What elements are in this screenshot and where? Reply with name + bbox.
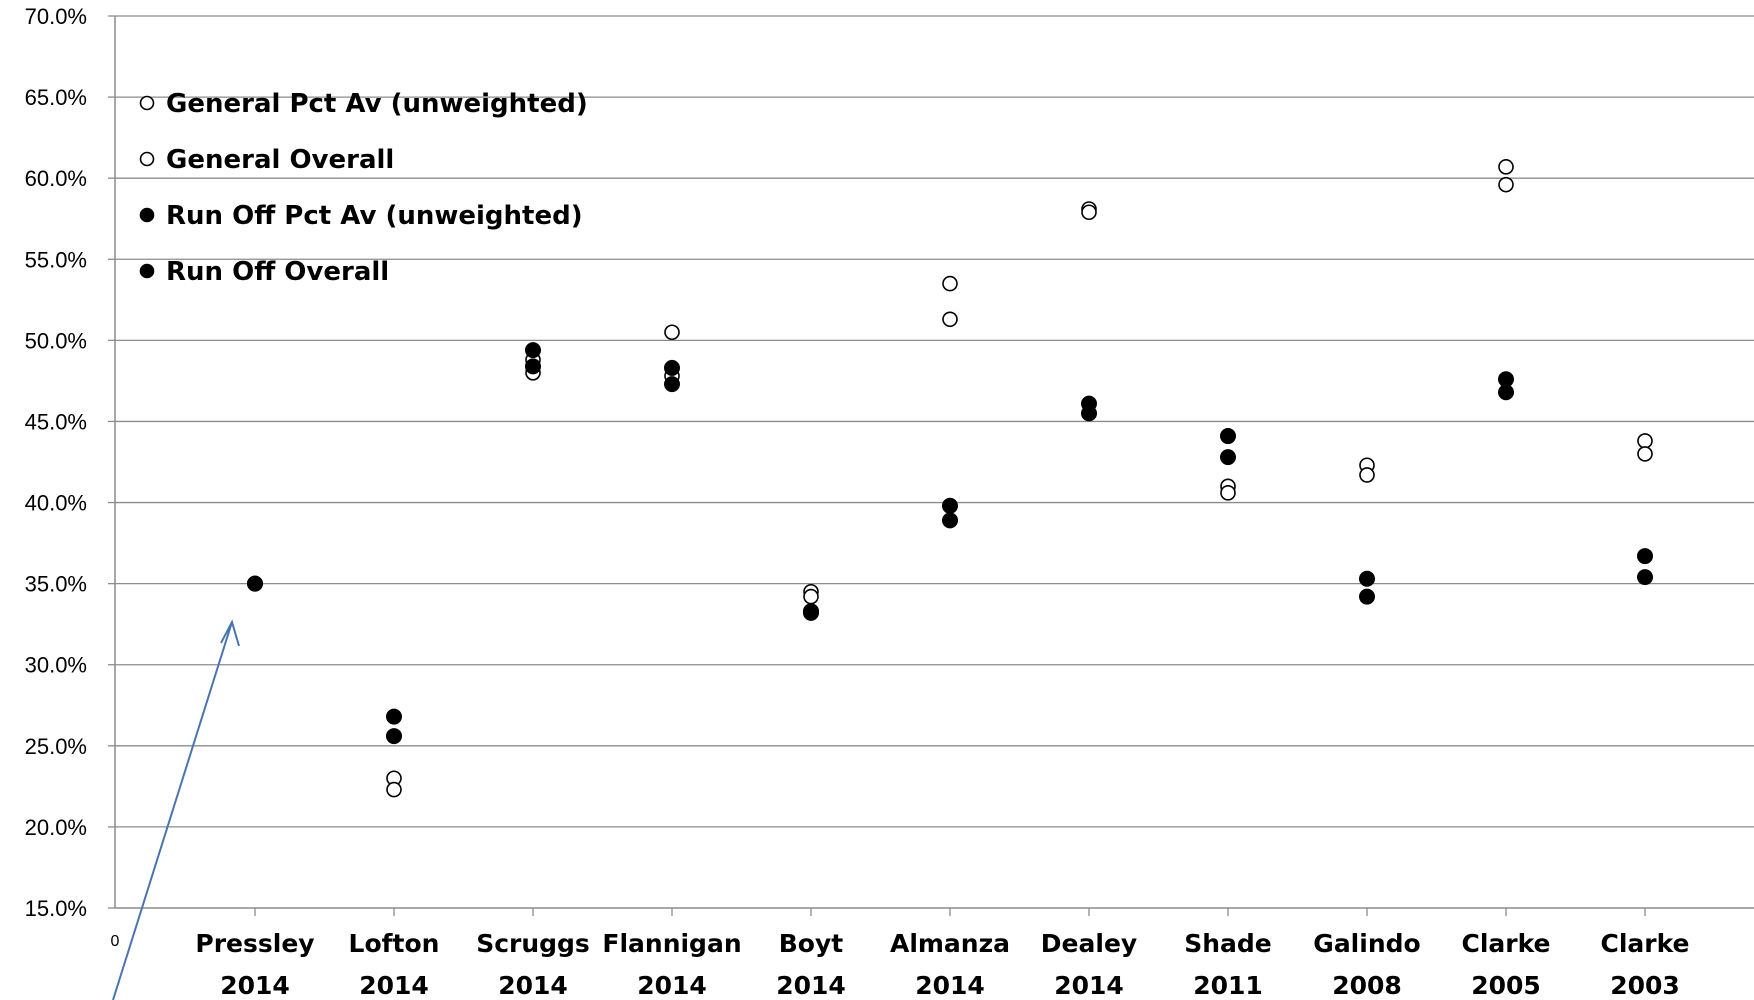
- x-zero-label: 0: [111, 933, 120, 950]
- legend-entry: General Pct Av (unweighted): [166, 89, 588, 119]
- y-tick-label: 55.0%: [25, 247, 87, 272]
- x-category-year: 2014: [359, 971, 429, 1000]
- x-category-name: Scruggs: [476, 929, 590, 958]
- data-point-series-3: [1220, 449, 1236, 466]
- y-tick-label: 25.0%: [25, 734, 87, 759]
- data-point-series-1: [803, 588, 819, 605]
- data-point-series-3: [1359, 588, 1375, 605]
- data-point-series-0: [1637, 433, 1653, 449]
- data-point-series-1: [1359, 467, 1375, 483]
- data-point-series-2: [525, 342, 541, 359]
- x-category-year: 2008: [1332, 971, 1402, 1000]
- data-point-series-3: [803, 604, 819, 621]
- x-category-year: 2014: [498, 971, 568, 1000]
- legend: General Pct Av (unweighted) General Overa…: [139, 89, 588, 287]
- data-point-series-2: [1220, 428, 1236, 445]
- x-category-year: 2014: [1054, 971, 1124, 1000]
- legend-marker: [139, 95, 155, 111]
- y-tick-label: 35.0%: [25, 572, 87, 597]
- y-tick-labels: 15.0% 20.0% 25.0% 30.0% 35.0% 40.0% 45.0% 50.0%…: [25, 4, 120, 950]
- axes: [108, 15, 1754, 916]
- data-point-series-3: [386, 728, 402, 745]
- data-point-series-2: [1637, 548, 1653, 565]
- x-category-name: Lofton: [349, 929, 440, 958]
- x-category-name: Galindo: [1313, 929, 1420, 958]
- data-point-series-0: [942, 275, 958, 292]
- data-point-series-3: [525, 358, 541, 375]
- y-tick-label: 40.0%: [25, 491, 87, 516]
- x-category-year: 2014: [915, 971, 985, 1000]
- data-point-series-1: [1220, 485, 1236, 501]
- legend-entry: General Overall: [166, 145, 394, 175]
- x-category-name: Flannigan: [602, 929, 741, 958]
- data-point-series-1: [1637, 446, 1653, 462]
- arrow-head: [220, 619, 240, 647]
- data-points: [247, 159, 1653, 798]
- legend-marker: [139, 151, 155, 167]
- y-tick-label: 20.0%: [25, 815, 87, 840]
- data-point-series-3: [1081, 405, 1097, 422]
- data-point-series-1: [1081, 204, 1097, 221]
- data-point-series-3: [942, 512, 958, 529]
- x-category-name: Dealey: [1041, 929, 1137, 958]
- x-category-name: Shade: [1184, 929, 1272, 958]
- data-point-series-3: [1498, 384, 1514, 401]
- y-tick-label: 30.0%: [25, 653, 87, 678]
- x-category-year: 2011: [1193, 971, 1263, 1000]
- y-tick-label: 50.0%: [25, 328, 87, 353]
- legend-marker: [139, 207, 155, 223]
- data-point-series-1: [386, 781, 402, 798]
- x-category-year: 2014: [220, 971, 290, 1000]
- y-tick-label: 45.0%: [25, 409, 87, 434]
- data-point-series-1: [942, 311, 958, 328]
- data-point-series-2: [942, 497, 958, 514]
- data-point-series-0: [664, 324, 680, 341]
- x-category-year: 2003: [1610, 971, 1680, 1000]
- gridlines: [115, 15, 1754, 828]
- x-category-name: Clarke: [1600, 929, 1689, 958]
- legend-marker: [139, 263, 155, 279]
- y-tick-label: 15.0%: [25, 896, 87, 921]
- y-tick-label: 60.0%: [25, 166, 87, 191]
- data-point-series-2: [1359, 570, 1375, 587]
- y-tick-label: 70.0%: [25, 4, 87, 29]
- x-category-labels: Pressley 2014 Lofton 2014 Scruggs 2014 Flannig…: [195, 929, 1689, 1000]
- x-category-name: Pressley: [195, 929, 314, 958]
- annotation-arrow: [112, 619, 240, 1000]
- data-point-series-2: [386, 708, 402, 725]
- x-category-name: Boyt: [779, 929, 844, 958]
- x-category-year: 2014: [776, 971, 846, 1000]
- data-point-series-3: [247, 575, 263, 592]
- legend-entry: Run Off Overall: [166, 257, 389, 287]
- data-point-series-3: [1637, 569, 1653, 586]
- data-point-series-3: [664, 376, 680, 393]
- x-category-name: Almanza: [890, 929, 1010, 958]
- arrow-shaft: [112, 621, 233, 1000]
- data-point-series-2: [664, 359, 680, 376]
- x-category-year: 2005: [1471, 971, 1541, 1000]
- data-point-series-1: [1498, 176, 1514, 193]
- data-point-series-0: [1498, 159, 1514, 175]
- legend-entry: Run Off Pct Av (unweighted): [166, 201, 583, 231]
- x-category-year: 2014: [637, 971, 707, 1000]
- x-category-name: Clarke: [1461, 929, 1550, 958]
- y-tick-label: 65.0%: [25, 85, 87, 110]
